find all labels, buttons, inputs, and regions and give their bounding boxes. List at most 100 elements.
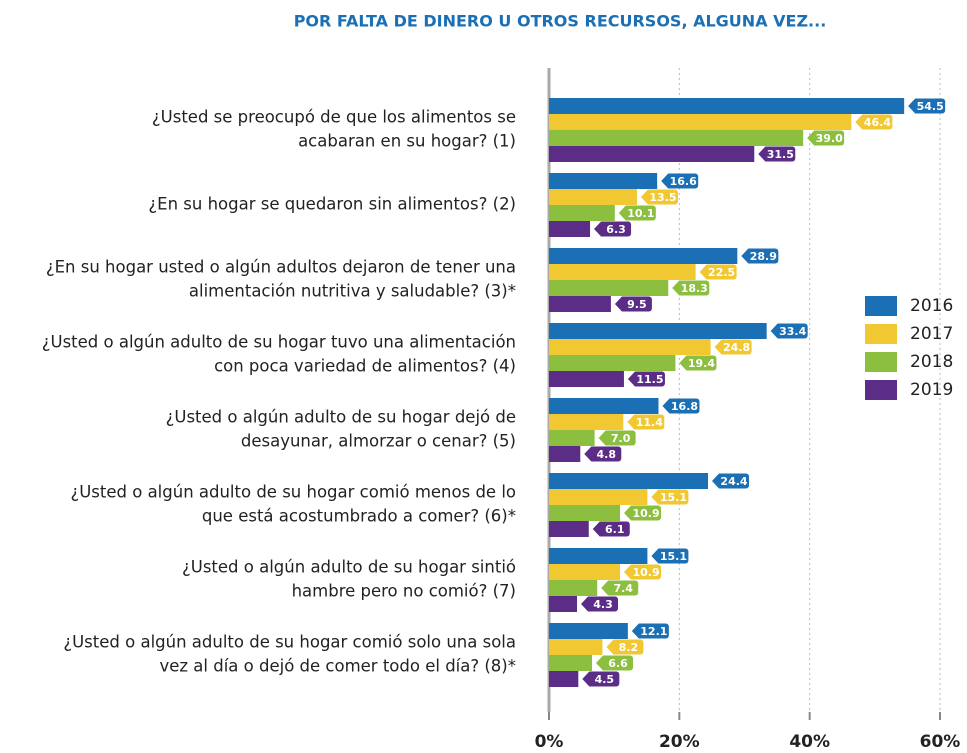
value-label: 15.1 bbox=[660, 491, 687, 504]
value-label-tag bbox=[672, 280, 710, 296]
legend-swatch bbox=[865, 324, 897, 344]
chart-title: POR FALTA DE DINERO U OTROS RECURSOS, AL… bbox=[294, 12, 827, 31]
bar bbox=[549, 489, 648, 505]
value-label-tag bbox=[614, 296, 652, 312]
category-label: alimentación nutritiva y saludable? (3)* bbox=[189, 282, 516, 301]
value-label-tag bbox=[714, 339, 752, 355]
legend-label: 2019 bbox=[910, 380, 953, 400]
value-label: 6.1 bbox=[605, 523, 625, 536]
value-label: 10.9 bbox=[632, 507, 659, 520]
bar bbox=[549, 430, 595, 446]
value-label-tag bbox=[908, 98, 946, 114]
value-label-tag bbox=[594, 221, 632, 237]
value-label: 16.6 bbox=[670, 175, 697, 188]
value-label-tag bbox=[624, 564, 662, 580]
value-label-tag bbox=[601, 580, 639, 596]
value-label: 4.3 bbox=[593, 598, 613, 611]
value-label: 10.1 bbox=[627, 207, 654, 220]
bar bbox=[549, 580, 598, 596]
bar bbox=[549, 173, 658, 189]
value-label-tag bbox=[855, 114, 893, 130]
category-label: ¿Usted se preocupó de que los alimentos … bbox=[152, 108, 516, 127]
bar bbox=[549, 596, 578, 612]
bar bbox=[549, 323, 767, 339]
bar bbox=[549, 339, 711, 355]
value-label: 6.6 bbox=[608, 657, 628, 670]
value-label: 28.9 bbox=[750, 250, 777, 263]
category-label: vez al día o dejó de comer todo el día? … bbox=[159, 657, 516, 676]
bar bbox=[549, 98, 905, 114]
bar bbox=[549, 671, 579, 687]
value-label-tag bbox=[598, 430, 636, 446]
value-label: 15.1 bbox=[660, 550, 687, 563]
category-label: acabaran en su hogar? (1) bbox=[298, 132, 516, 151]
value-label-tag bbox=[584, 446, 622, 462]
value-label: 4.5 bbox=[595, 673, 615, 686]
value-label: 24.8 bbox=[723, 341, 750, 354]
value-label-tag bbox=[581, 596, 619, 612]
value-label-tag bbox=[699, 264, 737, 280]
value-label-tag bbox=[627, 371, 665, 387]
bar bbox=[549, 114, 852, 130]
value-label: 46.4 bbox=[864, 116, 891, 129]
value-label: 31.5 bbox=[767, 148, 794, 161]
value-label-tag bbox=[712, 473, 750, 489]
bar bbox=[549, 280, 669, 296]
category-label: hambre pero no comió? (7) bbox=[292, 582, 516, 601]
value-label-tag bbox=[679, 355, 717, 371]
x-tick-label: 0% bbox=[535, 732, 564, 752]
value-label-tag bbox=[627, 414, 665, 430]
value-label: 54.5 bbox=[917, 100, 944, 113]
category-label: que está acostumbrado a comer? (6)* bbox=[202, 507, 516, 526]
bar bbox=[549, 130, 804, 146]
value-label-tag bbox=[631, 623, 669, 639]
value-label: 4.8 bbox=[597, 448, 617, 461]
value-label: 6.3 bbox=[606, 223, 626, 236]
category-label: ¿Usted o algún adulto de su hogar comió … bbox=[70, 483, 516, 502]
category-label: ¿En su hogar se quedaron sin alimentos? … bbox=[148, 195, 516, 214]
value-label: 9.5 bbox=[627, 298, 647, 311]
value-label-tag bbox=[741, 248, 779, 264]
bar bbox=[549, 205, 615, 221]
value-label: 11.5 bbox=[636, 373, 663, 386]
legend-swatch bbox=[865, 380, 897, 400]
value-label: 12.1 bbox=[640, 625, 667, 638]
category-label: ¿Usted o algún adulto de su hogar dejó d… bbox=[166, 408, 516, 427]
x-tick-label: 60% bbox=[920, 732, 961, 752]
value-label: 39.0 bbox=[816, 132, 843, 145]
bar bbox=[549, 371, 624, 387]
legend-label: 2018 bbox=[910, 352, 953, 372]
value-label-tag bbox=[651, 489, 689, 505]
legend-label: 2017 bbox=[910, 324, 953, 344]
value-label-tag bbox=[592, 521, 630, 537]
value-label: 13.5 bbox=[649, 191, 676, 204]
x-tick-label: 40% bbox=[789, 732, 830, 752]
value-label-tag bbox=[758, 146, 796, 162]
value-label: 10.9 bbox=[632, 566, 659, 579]
value-label: 19.4 bbox=[688, 357, 715, 370]
bar bbox=[549, 655, 593, 671]
category-label: ¿Usted o algún adulto de su hogar comió … bbox=[63, 633, 516, 652]
bar bbox=[549, 446, 581, 462]
bar bbox=[549, 221, 591, 237]
bar bbox=[549, 398, 659, 414]
bar bbox=[549, 548, 648, 564]
value-label-tag bbox=[640, 189, 678, 205]
value-label: 18.3 bbox=[681, 282, 708, 295]
value-label: 33.4 bbox=[779, 325, 806, 338]
value-label: 22.5 bbox=[708, 266, 735, 279]
value-label-tag bbox=[807, 130, 845, 146]
bar bbox=[549, 564, 621, 580]
category-label: ¿Usted o algún adulto de su hogar sintió bbox=[182, 558, 516, 577]
value-label: 16.8 bbox=[671, 400, 698, 413]
category-label: ¿Usted o algún adulto de su hogar tuvo u… bbox=[42, 333, 516, 352]
bar bbox=[549, 639, 603, 655]
value-label: 11.4 bbox=[636, 416, 663, 429]
value-label: 7.0 bbox=[611, 432, 631, 445]
bar bbox=[549, 248, 738, 264]
value-label-tag bbox=[770, 323, 808, 339]
value-label-tag bbox=[618, 205, 656, 221]
category-label: desayunar, almorzar o cenar? (5) bbox=[241, 432, 516, 451]
value-label: 8.2 bbox=[619, 641, 639, 654]
